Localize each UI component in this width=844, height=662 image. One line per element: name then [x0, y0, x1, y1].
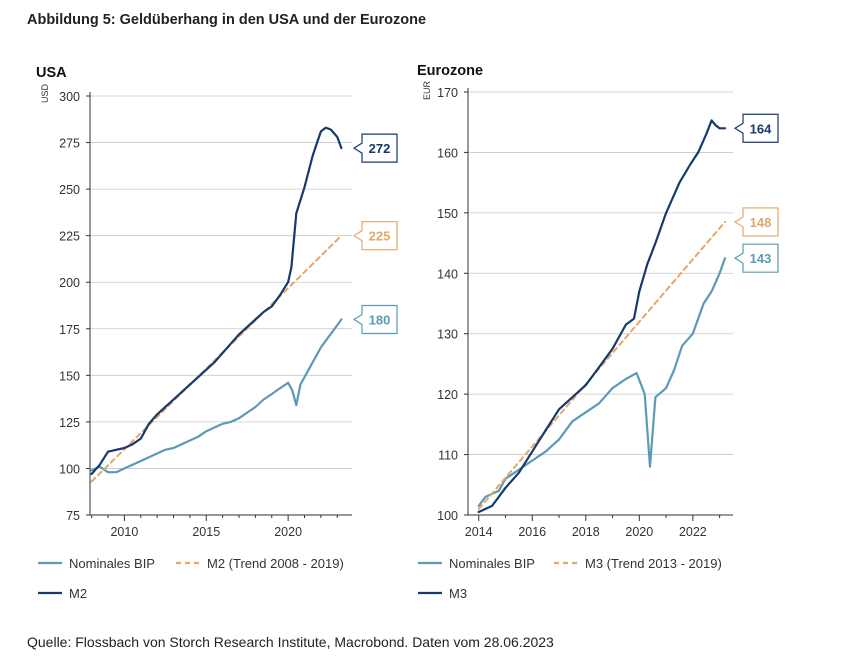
y-tick-label: 160: [437, 146, 458, 160]
chart-usa: USA USD 75 100 125 150 175 200 225 250 275 300 2010 2…: [36, 65, 398, 601]
x-tick-label: 2015: [192, 525, 220, 539]
legend-label: M2 (Trend 2008 - 2019): [207, 556, 344, 571]
source-note: Quelle: Flossbach von Storch Research In…: [27, 634, 554, 650]
x-tick-label: 2020: [274, 525, 302, 539]
legend-label: Nominales BIP: [69, 556, 155, 571]
end-label-box: [352, 221, 398, 251]
end-label-box: [733, 113, 779, 143]
series-line-0: [477, 257, 727, 507]
x-tick-label: 2022: [679, 525, 707, 539]
series-line-2: [90, 126, 343, 476]
y-tick-label: 225: [59, 230, 80, 244]
x-tick-label: 2010: [110, 525, 138, 539]
legend-label: M2: [69, 586, 87, 601]
legend-label: M3 (Trend 2013 - 2019): [585, 556, 722, 571]
y-tick-label: 110: [438, 449, 458, 463]
y-tick-label: 100: [59, 462, 80, 476]
y-tick-label: 175: [59, 323, 80, 337]
y-tick-label: 100: [437, 509, 458, 523]
series-line-1: [477, 220, 726, 510]
y-axis-unit: USD: [40, 83, 50, 103]
y-tick-label: 300: [59, 90, 80, 104]
y-tick-label: 150: [437, 207, 458, 221]
x-tick-label: 2018: [572, 525, 600, 539]
y-tick-label: 130: [437, 328, 458, 342]
end-label-box: [733, 243, 779, 273]
x-tick-label: 2016: [518, 525, 546, 539]
y-tick-label: 75: [66, 509, 80, 523]
end-label-value: 225: [369, 229, 391, 244]
y-tick-label: 250: [59, 183, 80, 197]
end-label-value: 164: [750, 121, 772, 136]
end-label-value: 143: [750, 251, 772, 266]
y-tick-label: 140: [437, 267, 458, 281]
series-line-0: [90, 318, 343, 474]
end-label-box: [733, 207, 779, 237]
end-label-box: [352, 133, 398, 163]
y-tick-label: 120: [437, 388, 458, 402]
y-tick-label: 200: [59, 276, 80, 290]
y-tick-label: 150: [59, 369, 80, 383]
y-tick-label: 170: [437, 86, 458, 100]
y-tick-label: 275: [59, 137, 80, 151]
end-label-box: [352, 304, 398, 335]
y-axis-unit: EUR: [422, 80, 432, 100]
end-label-value: 272: [369, 141, 391, 156]
legend-label: Nominales BIP: [449, 556, 535, 571]
chart-title: USA: [36, 65, 67, 81]
x-tick-label: 2020: [625, 525, 653, 539]
figure-title: Abbildung 5: Geldüberhang in den USA und…: [27, 12, 427, 28]
chart-title: Eurozone: [417, 63, 483, 79]
series-line-2: [477, 119, 727, 514]
legend-label: M3: [449, 586, 467, 601]
end-label-value: 180: [369, 312, 391, 327]
y-tick-label: 125: [59, 416, 80, 430]
x-tick-label: 2014: [465, 525, 493, 539]
end-label-value: 148: [750, 215, 772, 230]
